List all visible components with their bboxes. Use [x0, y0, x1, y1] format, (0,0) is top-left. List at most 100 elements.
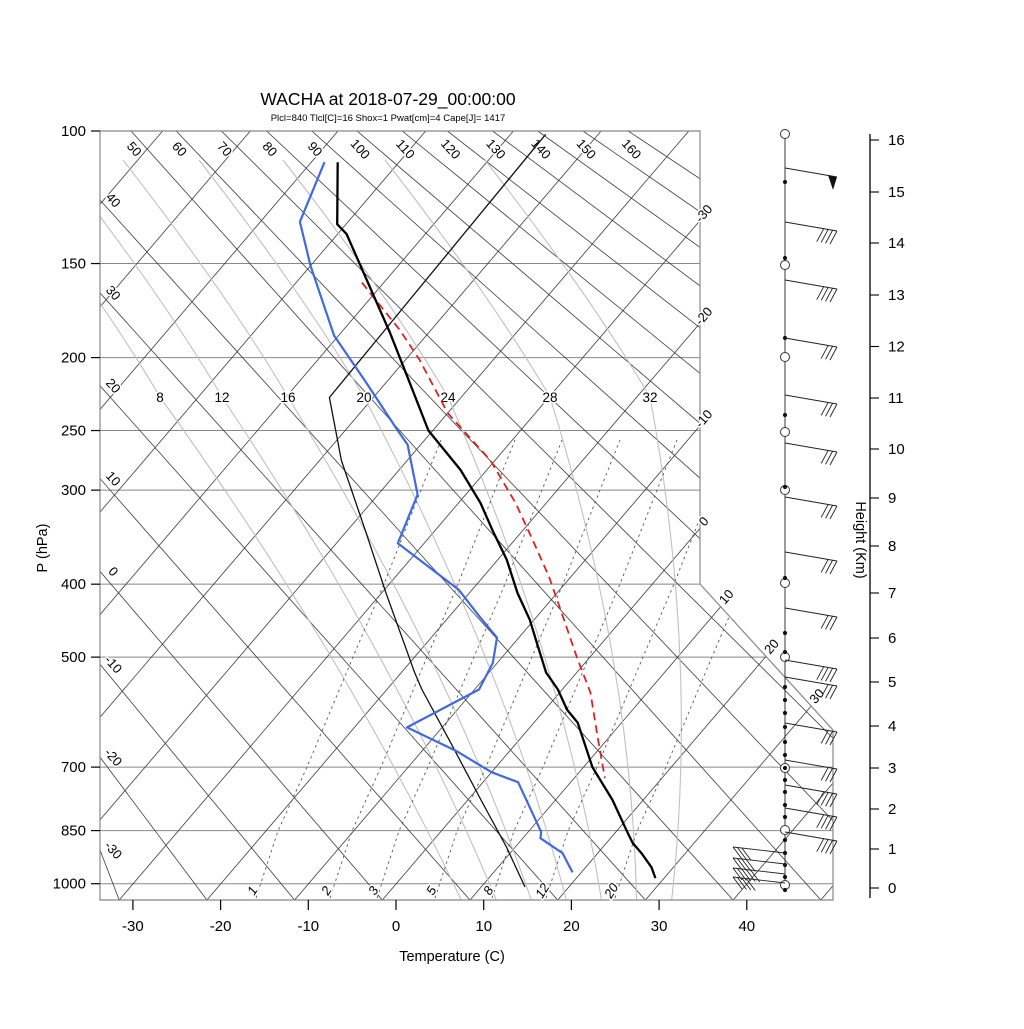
wind-barb-staff	[732, 876, 786, 884]
station-dot	[782, 802, 788, 808]
temperature-tick-label: 40	[738, 918, 755, 935]
wind-barb-tick	[741, 858, 752, 872]
wind-barb-tick	[825, 731, 833, 745]
dry-adiabat-line	[492, 131, 833, 900]
height-tick-label: 12	[888, 339, 905, 356]
wind-barb-staff	[784, 394, 838, 405]
wind-barb-tick	[825, 505, 833, 519]
isotherm-line	[100, 131, 163, 900]
wind-barb-tick	[820, 730, 829, 744]
dry-adiabat-line	[100, 571, 383, 900]
wind-barb-tick	[816, 286, 825, 300]
wind-barb-staff	[784, 676, 838, 687]
moist-adiabat-label: 16	[280, 390, 295, 405]
pressure-tick-label: 300	[61, 482, 86, 499]
station-dot	[782, 837, 788, 843]
moist-adiabat-line	[100, 159, 497, 900]
mixing-ratio-line	[614, 439, 801, 899]
height-tick-label: 0	[888, 880, 896, 897]
wind-barb-tick	[829, 505, 838, 520]
height-tick-label: 8	[888, 538, 896, 555]
moist-adiabat-label: 32	[642, 390, 657, 405]
dry-adiabat-left-label: -10	[101, 652, 125, 676]
dry-adiabat-line	[100, 664, 295, 900]
wind-barb-tick	[825, 840, 833, 854]
wind-barb-tick	[737, 858, 747, 871]
station-circle	[780, 825, 790, 835]
wind-barb-tick	[829, 793, 838, 808]
wind-barb-tick	[816, 228, 825, 242]
wind-barb-tick	[732, 876, 743, 890]
dry-adiabat-top-label: 100	[348, 136, 374, 162]
wind-barb-tick	[732, 857, 743, 871]
moist-adiabat-line	[198, 159, 567, 900]
height-tick-label: 9	[888, 490, 896, 507]
wind-barb-tick	[829, 616, 838, 631]
station-dot	[782, 874, 788, 880]
height-tick-label: 4	[888, 718, 896, 735]
isotherm-right-label: 0	[696, 514, 712, 529]
dry-adiabat-line	[221, 131, 833, 900]
station-dot	[782, 575, 788, 581]
height-tick-label: 2	[888, 801, 896, 818]
pressure-tick-label: 250	[61, 423, 86, 440]
moist-adiabat-label: 28	[542, 390, 557, 405]
dewpoint-curve	[298, 161, 574, 873]
temperature-curve	[336, 162, 657, 879]
height-tick-label: 11	[888, 390, 904, 407]
dry-adiabat-line	[100, 199, 734, 900]
wind-barb-pennant	[828, 175, 837, 190]
pressure-tick-label: 100	[61, 123, 86, 140]
isotherm-line	[557, 131, 833, 900]
height-tick-label: 7	[888, 585, 896, 602]
moist-adiabat-label: 8	[156, 390, 164, 405]
station-dot	[782, 724, 788, 730]
dry-adiabat-left-label: 0	[105, 564, 121, 579]
dry-adiabat-top-label: 50	[124, 139, 145, 160]
station-dot	[782, 484, 788, 490]
isotherm-line	[100, 131, 514, 900]
wind-barb-tick	[829, 403, 838, 418]
isotherm-line	[294, 131, 833, 900]
temperature-tick-label: -10	[297, 918, 319, 935]
isotherm-line	[382, 131, 833, 900]
isotherm-line	[118, 131, 777, 900]
station-dot	[782, 765, 788, 771]
y-axis-title: P (hPa)	[35, 524, 51, 573]
wind-barb-staff	[732, 857, 786, 865]
moist-adiabat-line	[282, 159, 603, 900]
wind-barb-tick	[820, 684, 829, 698]
wind-barb-tick	[820, 667, 829, 681]
pressure-tick-label: 400	[61, 576, 86, 593]
wind-barb-staff	[784, 659, 838, 670]
isotherm-line	[645, 131, 833, 900]
wind-barb-staff	[784, 221, 838, 232]
isotherm-line	[100, 131, 339, 900]
pressure-tick-label: 700	[61, 759, 86, 776]
wind-barb-staff	[784, 279, 838, 290]
wind-barb-tick	[820, 559, 829, 573]
wind-barb-staff	[732, 846, 786, 854]
wind-barb-tick	[816, 814, 825, 828]
moist-adiabat-line	[384, 159, 638, 900]
wind-barb-tick	[829, 451, 838, 466]
isotherm-line	[100, 131, 426, 900]
dry-adiabat-top-label: 120	[438, 136, 464, 162]
mixing-ratio-label: 20	[600, 880, 621, 902]
wind-barb-tick	[820, 839, 829, 853]
height-axis-title: Height (Km)	[852, 501, 868, 578]
moist-adiabat-label: 24	[440, 390, 456, 405]
wind-barb-tick	[829, 840, 838, 855]
sounding-curves	[298, 133, 657, 888]
wind-barb-staff	[732, 867, 786, 875]
wind-barb-tick	[820, 229, 829, 243]
isotherm-line	[732, 131, 833, 900]
dry-adiabat-left-label: -30	[101, 838, 125, 862]
mixing-ratio-line	[329, 439, 516, 899]
dry-adiabat-line	[100, 756, 208, 900]
wind-barb-tick	[825, 451, 833, 465]
isotherm-line	[820, 131, 833, 900]
dry-adiabat-top-label: 110	[393, 136, 418, 161]
height-tick-label: 10	[888, 441, 905, 458]
temperature-tick-label: 30	[651, 918, 668, 935]
